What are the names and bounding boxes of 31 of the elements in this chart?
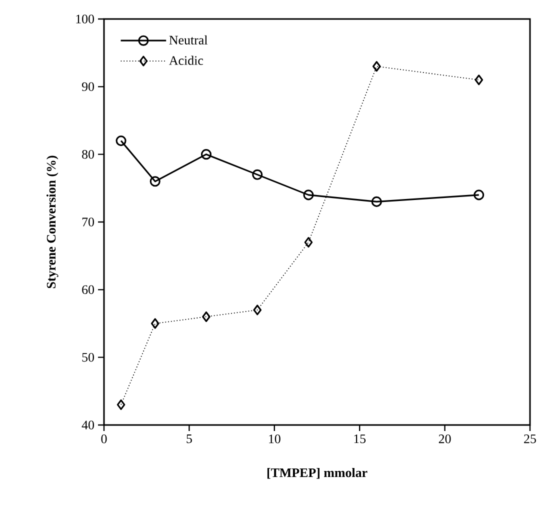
y-axis-title: Styrene Conversion (%): [46, 156, 58, 288]
point: [202, 311, 210, 322]
point: [474, 190, 484, 200]
y-tick-label: 70: [82, 218, 94, 226]
point: [474, 74, 484, 86]
point: [150, 176, 160, 187]
x-tick-label: 25: [524, 434, 536, 444]
x-axis-title: [TMPEP] mmolar: [267, 468, 368, 479]
y-tick-label: 50: [82, 352, 94, 362]
y-tick-label: 100: [76, 14, 94, 24]
legend-label: Neutral: [169, 35, 208, 44]
y-tick-label: 60: [82, 285, 94, 294]
x-tick-label: 0: [101, 434, 107, 444]
point: [304, 237, 313, 248]
y-tick-label: 90: [82, 82, 94, 92]
x-tick-label: 15: [354, 434, 366, 444]
point: [371, 196, 382, 207]
legend-label: Acidic: [169, 56, 204, 65]
point: [372, 61, 381, 72]
y-tick-label: 40: [82, 420, 94, 430]
point: [150, 318, 160, 329]
point: [253, 304, 262, 316]
point: [116, 136, 126, 146]
x-tick-label: 10: [269, 434, 280, 444]
x-tick-label: 20: [438, 434, 451, 444]
x-tick-label: 5: [186, 434, 192, 444]
point: [116, 399, 126, 410]
point: [252, 169, 263, 180]
point: [200, 149, 212, 160]
y-tick-label: 80: [82, 150, 94, 159]
point: [303, 190, 314, 200]
